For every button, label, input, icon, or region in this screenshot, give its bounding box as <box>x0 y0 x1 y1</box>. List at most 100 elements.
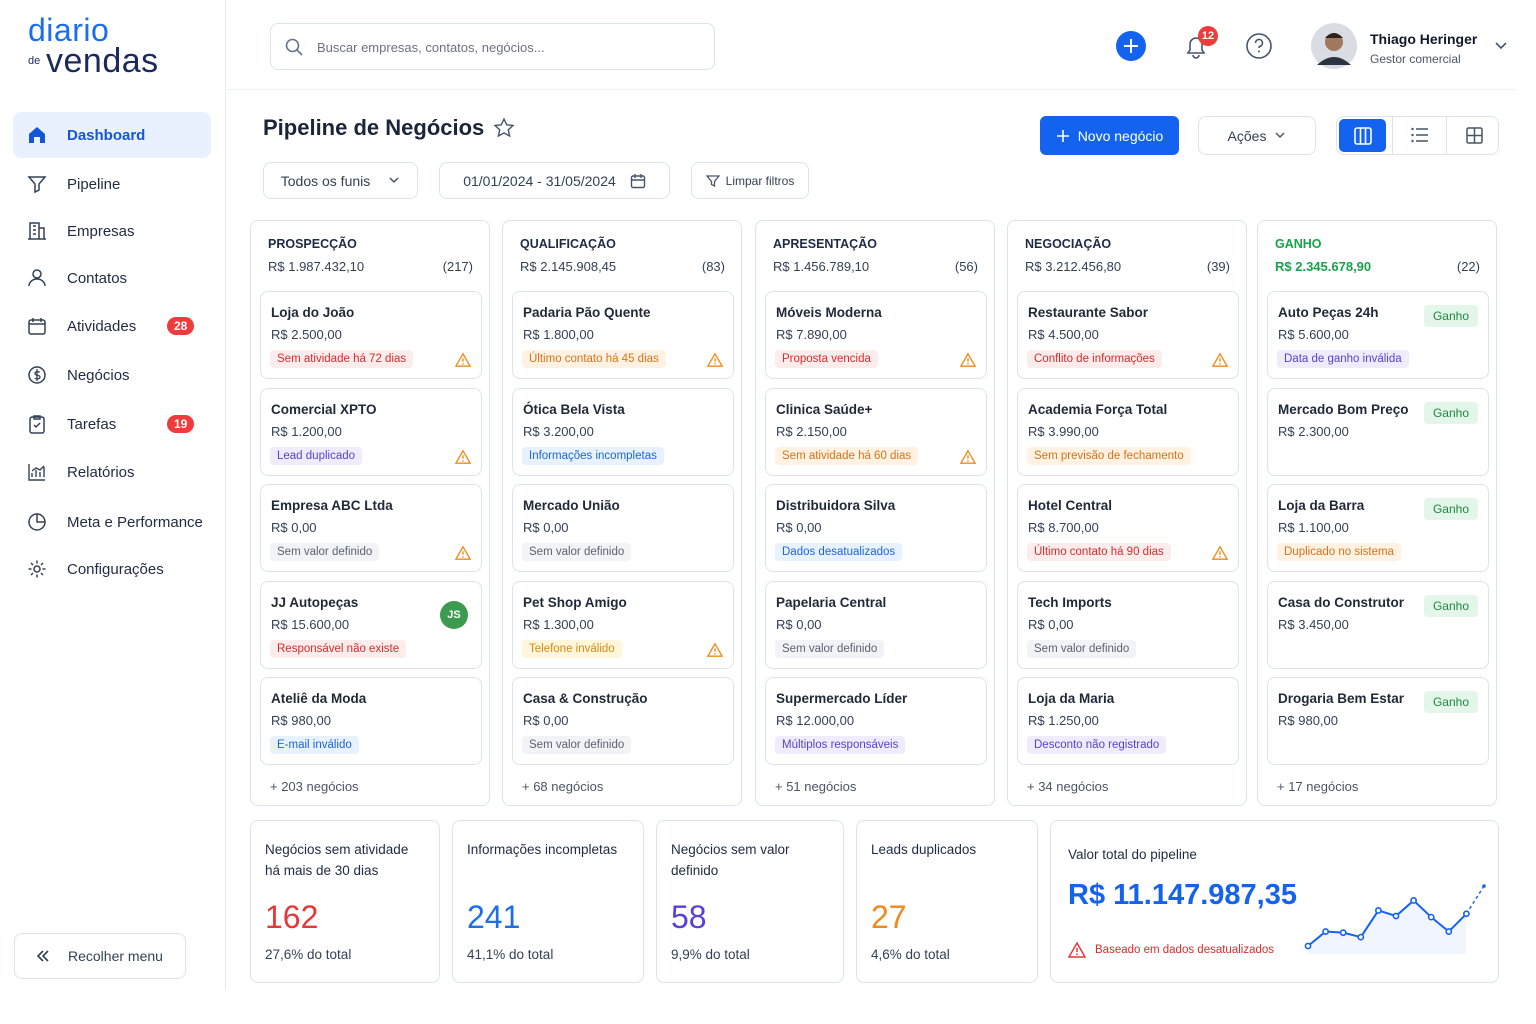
deal-card[interactable]: Supermercado Líder R$ 12.000,00 Múltiplos … <box>765 677 987 765</box>
sparkline-point <box>1339 929 1347 937</box>
nav-item[interactable]: Relatórios <box>13 449 211 495</box>
deal-name: Papelaria Central <box>776 594 887 610</box>
nav-item[interactable]: Dashboard <box>13 112 211 158</box>
nav-item[interactable]: Pipeline <box>13 161 211 207</box>
grid-view[interactable] <box>1446 117 1498 154</box>
deal-value: R$ 0,00 <box>523 713 569 728</box>
warning-icon <box>455 545 471 560</box>
deal-card[interactable]: Comercial XPTO R$ 1.200,00 Lead duplicado <box>260 387 482 476</box>
logo[interactable]: diario de vendas <box>28 14 159 78</box>
owner-avatar: JS <box>440 600 468 629</box>
more-deals[interactable]: + 203 negócios <box>270 779 359 794</box>
column-title: GANHO <box>1275 237 1322 251</box>
sparkline-point <box>1375 907 1382 914</box>
pipeline-column: GANHO R$ 2.345.678,90 (22) Auto Peças 24h R$… <box>1257 220 1497 806</box>
deal-tag: Dados desatualizados <box>775 543 903 561</box>
warning-icon <box>1212 352 1228 367</box>
deal-card[interactable]: Empresa ABC Ltda R$ 0,00 Sem valor definid… <box>260 484 482 572</box>
sparkline-point <box>1392 912 1400 920</box>
sparkline-point <box>1357 933 1365 941</box>
more-deals[interactable]: + 17 negócios <box>1277 779 1359 794</box>
user-avatar[interactable] <box>1311 23 1357 69</box>
plus-icon <box>1056 129 1069 142</box>
more-deals[interactable]: + 34 negócios <box>1027 779 1109 794</box>
deal-card[interactable]: Loja do João R$ 2.500,00 Sem atividade há … <box>260 291 482 379</box>
nav-item[interactable]: Empresas <box>13 208 211 254</box>
deal-tag: Sem valor definido <box>270 543 380 561</box>
deal-card[interactable]: Mercado Bom Preço R$ 2.300,00 Ganho <box>1267 387 1489 476</box>
deal-card[interactable]: Mercado União R$ 0,00 Sem valor definido <box>512 484 734 572</box>
pipeline-column: NEGOCIAÇÃO R$ 3.212.456,80 (39) Restaurante… <box>1007 220 1247 806</box>
deal-card[interactable]: Ótica Bela Vista R$ 3.200,00 Informações i… <box>512 387 734 476</box>
deal-card[interactable]: Pet Shop Amigo R$ 1.300,00 Telefone inváli… <box>512 580 734 669</box>
deal-tag: Sem valor definido <box>522 736 632 754</box>
deal-card[interactable]: Ateliê da Moda R$ 980,00 E-mail inválido <box>260 677 482 765</box>
view-toggle <box>1336 116 1499 155</box>
help-icon[interactable] <box>1245 32 1273 60</box>
add-button[interactable] <box>1115 30 1147 62</box>
more-deals[interactable]: + 51 negócios <box>775 779 857 794</box>
date-filter[interactable]: 01/01/2024 - 31/05/2024 <box>439 162 670 199</box>
deal-card[interactable]: Padaria Pão Quente R$ 1.800,00 Último cont… <box>512 291 734 379</box>
won-badge: Ganho <box>1423 305 1478 327</box>
favorite-star[interactable] <box>493 117 515 139</box>
deal-value: R$ 0,00 <box>523 520 569 535</box>
column-total: R$ 1.456.789,10 <box>773 259 870 274</box>
deal-card[interactable]: Papelaria Central R$ 0,00 Sem valor defini… <box>765 580 987 669</box>
pipeline-column: APRESENTAÇÃO R$ 1.456.789,10 (56) Móveis Mo… <box>755 220 995 806</box>
funnel-filter[interactable]: Todos os funis <box>263 162 418 199</box>
deal-value: R$ 3.200,00 <box>523 423 594 439</box>
deal-card[interactable]: Loja da Barra R$ 1.100,00 Duplicado no sis… <box>1267 484 1489 572</box>
clear-filters[interactable]: Limpar filtros <box>691 162 809 199</box>
pipeline-total-title: Valor total do pipeline <box>1068 847 1197 862</box>
bell-icon[interactable] <box>1180 30 1212 62</box>
deal-card[interactable]: Auto Peças 24h R$ 5.600,00 Data de ganho i… <box>1267 291 1489 379</box>
deal-card[interactable]: Drogaria Bem Estar R$ 980,00 Ganho <box>1267 677 1489 765</box>
deal-card[interactable]: Casa do Construtor R$ 3.450,00 Ganho <box>1267 580 1489 669</box>
sparkline-point <box>1322 928 1329 935</box>
deal-card[interactable]: Tech Imports R$ 0,00 Sem valor definido <box>1017 580 1239 669</box>
deal-name: Supermercado Líder <box>776 691 908 706</box>
deal-name: Mercado União <box>523 498 620 513</box>
nav-item[interactable]: Negócios <box>13 352 211 398</box>
nav-item[interactable]: Meta e Performance <box>13 499 211 545</box>
won-badge: Ganho <box>1423 498 1478 520</box>
deal-card[interactable]: Móveis Moderna R$ 7.890,00 Proposta vencid… <box>765 291 987 379</box>
deal-card[interactable]: Loja da Maria R$ 1.250,00 Desconto não reg… <box>1017 677 1239 765</box>
collapse-icon <box>36 950 49 962</box>
deal-value: R$ 2.500,00 <box>271 327 342 342</box>
list-view[interactable] <box>1392 117 1446 154</box>
user-menu-chevron[interactable] <box>1494 40 1508 52</box>
sparkline-projection <box>1465 885 1485 915</box>
kanban-view[interactable] <box>1339 119 1386 152</box>
nav-label: Pipeline <box>67 175 121 193</box>
deal-value: R$ 1.800,00 <box>523 327 594 342</box>
deal-tag: Proposta vencida <box>775 350 878 368</box>
nav-icon <box>28 269 46 287</box>
deal-card[interactable]: JJ Autopeças R$ 15.600,00 Responsável não … <box>260 580 482 669</box>
nav-item[interactable]: Atividades 28 <box>13 303 211 349</box>
summary-value: 162 <box>265 899 319 935</box>
deal-card[interactable]: Restaurante Sabor R$ 4.500,00 Conflito de … <box>1017 291 1239 379</box>
deal-name: JJ Autopeças <box>271 594 359 610</box>
column-count: (83) <box>701 259 725 274</box>
deal-card[interactable]: Academia Força Total R$ 3.990,00 Sem previ… <box>1017 387 1239 476</box>
deal-card[interactable]: Clinica Saúde+ R$ 2.150,00 Sem atividade h… <box>765 387 987 476</box>
summary-note: 41,1% do total <box>467 947 554 962</box>
deal-value: R$ 15.600,00 <box>271 616 350 632</box>
deal-name: Casa & Construção <box>523 691 648 706</box>
calendar-icon <box>630 173 645 188</box>
more-deals[interactable]: + 68 negócios <box>522 779 604 794</box>
deal-card[interactable]: Casa & Construção R$ 0,00 Sem valor defini… <box>512 677 734 765</box>
nav-item[interactable]: Tarefas 19 <box>13 401 211 447</box>
actions-button[interactable]: Ações <box>1198 116 1316 155</box>
deal-value: R$ 2.150,00 <box>776 423 847 439</box>
deal-name: Drogaria Bem Estar <box>1278 691 1405 706</box>
nav-item[interactable]: Contatos <box>13 255 211 301</box>
collapse-button[interactable]: Recolher menu <box>14 933 186 979</box>
new-deal-button[interactable]: Novo negócio <box>1040 116 1179 155</box>
deal-card[interactable]: Hotel Central R$ 8.700,00 Último contato h… <box>1017 484 1239 572</box>
nav-item[interactable]: Configurações <box>13 546 211 592</box>
search-box[interactable]: Buscar empresas, contatos, negócios... <box>270 23 715 70</box>
deal-card[interactable]: Distribuidora Silva R$ 0,00 Dados desatual… <box>765 484 987 572</box>
